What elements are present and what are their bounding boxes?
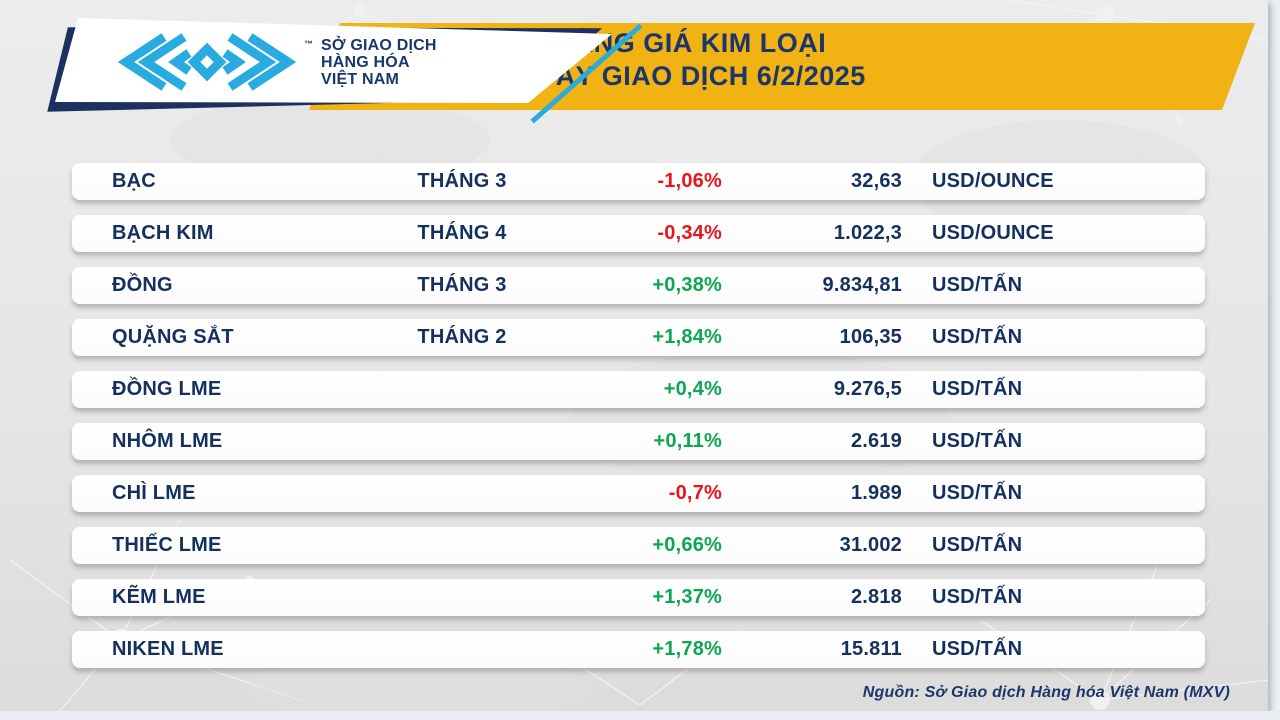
- price-unit: USD/TẤN: [932, 378, 1023, 400]
- bottom-strip: [0, 711, 1280, 720]
- price-value: 2.619: [850, 430, 902, 452]
- contract-month: THÁNG 3: [417, 274, 507, 296]
- price-value: 1.989: [850, 482, 902, 504]
- price-value: 2.818: [850, 586, 902, 608]
- change-percent: +0,4%: [663, 378, 722, 400]
- change-percent: -1,06%: [657, 170, 722, 192]
- change-percent: +1,37%: [652, 586, 722, 608]
- contract-month: THÁNG 4: [417, 222, 507, 244]
- price-unit: USD/OUNCE: [932, 170, 1054, 192]
- price-value: 1.022,3: [833, 222, 902, 244]
- logo-org-line-1: SỞ GIAO DỊCH: [321, 36, 437, 54]
- infographic-canvas: BẢNG GIÁ KIM LOẠI NGÀY GIAO DỊCH 6/2/202…: [0, 0, 1268, 711]
- logo-org-line-2: HÀNG HÓA: [321, 53, 410, 71]
- price-unit: USD/TẤN: [932, 430, 1023, 452]
- table-row-kem-lme: KẼM LME +1,37% 2.818 USD/TẤN: [72, 579, 1205, 616]
- price-value: 106,35: [839, 326, 902, 348]
- logo-org-name: SỞ GIAO DỊCH HÀNG HÓA VIỆT NAM: [321, 37, 437, 88]
- table-row-dong-lme: ĐỒNG LME +0,4% 9.276,5 USD/TẤN: [72, 371, 1205, 408]
- table-row-chi-lme: CHÌ LME -0,7% 1.989 USD/TẤN: [72, 475, 1205, 512]
- commodity-name: BẠCH KIM: [112, 222, 214, 244]
- commodity-name: BẠC: [112, 170, 156, 192]
- price-value: 9.834,81: [822, 274, 902, 296]
- commodity-name: QUẶNG SẮT: [112, 326, 234, 348]
- trademark-symbol: ™: [304, 39, 313, 49]
- change-percent: +1,78%: [652, 638, 722, 660]
- commodity-name: KẼM LME: [112, 586, 206, 608]
- commodity-name: NIKEN LME: [112, 638, 224, 660]
- price-unit: USD/TẤN: [932, 326, 1023, 348]
- commodity-name: ĐỒNG LME: [112, 378, 222, 400]
- price-unit: USD/TẤN: [932, 638, 1023, 660]
- price-value: 32,63: [850, 170, 902, 192]
- price-unit: USD/TẤN: [932, 482, 1023, 504]
- commodity-name: ĐỒNG: [112, 274, 173, 296]
- change-percent: -0,7%: [668, 482, 722, 504]
- table-row-bach-kim: BẠCH KIM THÁNG 4 -0,34% 1.022,3 USD/OUNC…: [72, 215, 1205, 252]
- price-unit: USD/TẤN: [932, 274, 1023, 296]
- table-row-quang-sat: QUẶNG SẮT THÁNG 2 +1,84% 106,35 USD/TẤN: [72, 319, 1205, 356]
- price-value: 31.002: [839, 534, 902, 556]
- table-row-niken-lme: NIKEN LME +1,78% 15.811 USD/TẤN: [72, 631, 1205, 668]
- table-row-bac: BẠC THÁNG 3 -1,06% 32,63 USD/OUNCE: [72, 163, 1205, 200]
- price-table: BẠC THÁNG 3 -1,06% 32,63 USD/OUNCE BẠCH …: [72, 163, 1205, 683]
- price-unit: USD/TẤN: [932, 534, 1023, 556]
- contract-month: THÁNG 2: [417, 326, 507, 348]
- price-value: 15.811: [840, 638, 902, 660]
- table-row-nhom-lme: NHÔM LME +0,11% 2.619 USD/TẤN: [72, 423, 1205, 460]
- table-row-thiec-lme: THIẾC LME +0,66% 31.002 USD/TẤN: [72, 527, 1205, 564]
- change-percent: -0,34%: [657, 222, 722, 244]
- commodity-name: CHÌ LME: [112, 482, 196, 504]
- change-percent: +0,66%: [652, 534, 722, 556]
- commodity-name: THIẾC LME: [112, 534, 222, 556]
- price-unit: USD/TẤN: [932, 586, 1023, 608]
- logo-card: ™ SỞ GIAO DỊCH HÀNG HÓA VIỆT NAM: [55, 18, 612, 103]
- price-unit: USD/OUNCE: [932, 222, 1054, 244]
- mxv-logo-icon: [117, 33, 297, 91]
- source-attribution: Nguồn: Sở Giao dịch Hàng hóa Việt Nam (M…: [862, 684, 1230, 701]
- change-percent: +1,84%: [652, 326, 722, 348]
- commodity-name: NHÔM LME: [112, 430, 223, 452]
- price-value: 9.276,5: [833, 378, 902, 400]
- logo-org-line-3: VIỆT NAM: [321, 70, 400, 88]
- change-percent: +0,11%: [653, 430, 722, 452]
- table-row-dong: ĐỒNG THÁNG 3 +0,38% 9.834,81 USD/TẤN: [72, 267, 1205, 304]
- contract-month: THÁNG 3: [417, 170, 507, 192]
- change-percent: +0,38%: [652, 274, 722, 296]
